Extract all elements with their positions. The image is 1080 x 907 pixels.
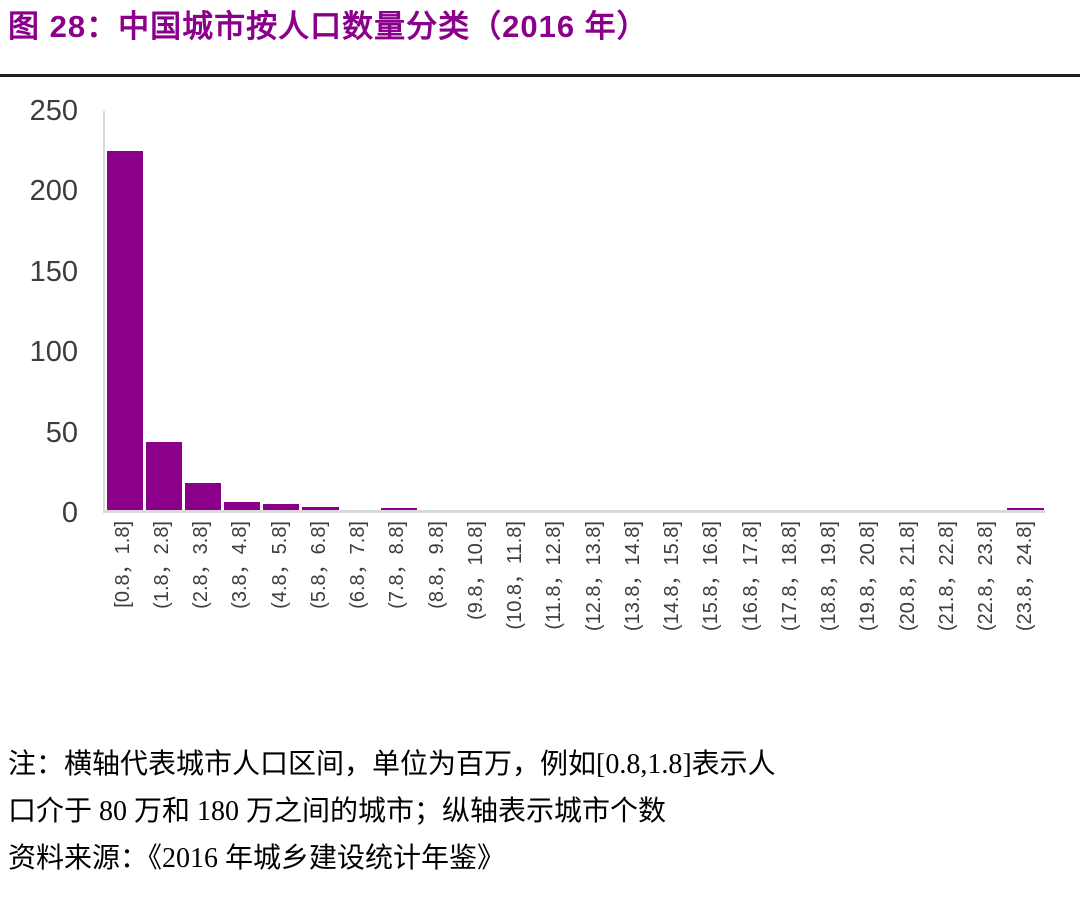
- bar-slot: [928, 111, 967, 510]
- y-tick-label: 200: [29, 175, 78, 208]
- x-tick: [0.8，1.8]: [103, 513, 142, 715]
- bar: [380, 508, 417, 510]
- x-tick: (13.8，14.8]: [613, 513, 652, 715]
- bar-slot: [771, 111, 810, 510]
- plot-area: [103, 111, 1045, 513]
- bar-slot: [458, 111, 497, 510]
- x-tick-label: (19.8，20.8]: [857, 521, 880, 632]
- x-tick: (5.8，6.8]: [299, 513, 338, 715]
- bar: [184, 483, 222, 510]
- x-tick-label: (2.8，3.8]: [190, 521, 213, 609]
- bar-slot: [301, 111, 340, 510]
- bar-slot: [497, 111, 536, 510]
- bar-slot: [105, 111, 144, 510]
- x-tick-label: [0.8，1.8]: [111, 521, 134, 608]
- bar-slot: [1006, 111, 1045, 510]
- x-tick-label: (3.8，4.8]: [229, 521, 252, 609]
- y-tick-label: 100: [29, 336, 78, 369]
- y-tick-label: 0: [61, 497, 78, 529]
- bar-slot: [888, 111, 927, 510]
- x-tick: (20.8，21.8]: [888, 513, 927, 715]
- x-tick: (19.8，20.8]: [849, 513, 888, 715]
- x-tick: (11.8，12.8]: [535, 513, 574, 715]
- x-tick-label: (10.8，11.8]: [504, 521, 527, 630]
- x-tick: (10.8，11.8]: [496, 513, 535, 715]
- x-tick: (1.8，2.8]: [142, 513, 181, 715]
- bar: [263, 504, 300, 510]
- x-tick-label: (6.8，7.8]: [347, 521, 370, 609]
- bar-slot: [183, 111, 222, 510]
- x-tick-label: (5.8，6.8]: [307, 521, 330, 609]
- title-divider: [0, 74, 1080, 77]
- x-tick: (23.8，24.8]: [1006, 513, 1045, 715]
- x-tick: (12.8，13.8]: [574, 513, 613, 715]
- note-line-1: 注：横轴代表城市人口区间，单位为百万，例如[0.8,1.8]表示人: [8, 749, 776, 780]
- x-tick-label: (17.8，18.8]: [778, 521, 801, 632]
- bar-slot: [223, 111, 262, 510]
- bar: [145, 442, 182, 510]
- bar: [106, 151, 143, 510]
- bar-slot: [536, 111, 575, 510]
- x-tick: (9.8，10.8]: [456, 513, 495, 715]
- x-tick-label: (11.8，12.8]: [543, 521, 566, 630]
- bar-slot: [693, 111, 732, 510]
- x-tick-label: (4.8，5.8]: [268, 521, 291, 609]
- figure-page: 图 28：中国城市按人口数量分类（2016 年） 0 50 100 150 200 250…: [0, 6, 1080, 907]
- x-tick-label: (18.8，19.8]: [818, 521, 841, 632]
- x-tick: (17.8，18.8]: [770, 513, 809, 715]
- x-tick-label: (9.8，10.8]: [464, 521, 487, 620]
- y-tick-label: 50: [45, 416, 78, 449]
- bar: [302, 507, 339, 510]
- x-tick-label: (7.8，8.8]: [386, 521, 409, 609]
- bar-slot: [379, 111, 418, 510]
- bar-slot: [262, 111, 301, 510]
- x-tick-label: (16.8，17.8]: [739, 521, 762, 632]
- x-tick-label: (8.8，9.8]: [425, 521, 448, 609]
- x-tick-label: (12.8，13.8]: [582, 521, 605, 632]
- x-tick: (16.8，17.8]: [731, 513, 770, 715]
- x-tick: (6.8，7.8]: [339, 513, 378, 715]
- bar-slot: [653, 111, 692, 510]
- x-tick-label: (13.8，14.8]: [621, 521, 644, 632]
- figure-title: 图 28：中国城市按人口数量分类（2016 年）: [8, 9, 649, 44]
- x-tick: (7.8，8.8]: [378, 513, 417, 715]
- y-axis-labels: 0 50 100 150 200 250: [0, 97, 78, 528]
- x-tick-label: (20.8，21.8]: [896, 521, 919, 632]
- x-tick: (22.8，23.8]: [967, 513, 1006, 715]
- x-tick: (18.8，19.8]: [810, 513, 849, 715]
- source-line: 资料来源：《2016 年城乡建设统计年鉴》: [8, 843, 506, 874]
- x-tick: (3.8，4.8]: [221, 513, 260, 715]
- bar-slot: [418, 111, 457, 510]
- bar: [224, 502, 261, 510]
- x-tick: (4.8，5.8]: [260, 513, 299, 715]
- x-tick-label: (15.8，16.8]: [700, 521, 723, 632]
- x-tick: (8.8，9.8]: [417, 513, 456, 715]
- bar-slot: [810, 111, 849, 510]
- bar-slot: [732, 111, 771, 510]
- bar-slot: [144, 111, 183, 510]
- x-tick-label: (22.8，23.8]: [975, 521, 998, 632]
- bar-slot: [340, 111, 379, 510]
- x-tick: (2.8，3.8]: [182, 513, 221, 715]
- x-tick-label: (1.8，2.8]: [150, 521, 173, 609]
- bar-slot: [614, 111, 653, 510]
- x-tick: (21.8，22.8]: [927, 513, 966, 715]
- bar-slot: [967, 111, 1006, 510]
- x-axis-labels: [0.8，1.8] (1.8，2.8] (2.8，3.8] (3.8，4.8] (4.8…: [103, 513, 1045, 715]
- figure-notes: 注：横轴代表城市人口区间，单位为百万，例如[0.8,1.8]表示人 口介于 80…: [8, 741, 1080, 882]
- x-tick: (15.8，16.8]: [692, 513, 731, 715]
- bar: [1007, 508, 1044, 510]
- note-line-2: 口介于 80 万和 180 万之间的城市；纵轴表示城市个数: [8, 796, 667, 827]
- x-tick-label: (23.8，24.8]: [1014, 521, 1037, 632]
- x-tick-label: (14.8，15.8]: [661, 521, 684, 632]
- bar-slot: [849, 111, 888, 510]
- y-tick-label: 250: [29, 95, 78, 127]
- y-tick-label: 150: [29, 255, 78, 288]
- bar-chart: 0 50 100 150 200 250 [0.8，1.8] (1.8，2.8] (2.8，3…: [0, 97, 1080, 715]
- x-tick: (14.8，15.8]: [653, 513, 692, 715]
- x-tick-label: (21.8，22.8]: [935, 521, 958, 632]
- bar-slot: [575, 111, 614, 510]
